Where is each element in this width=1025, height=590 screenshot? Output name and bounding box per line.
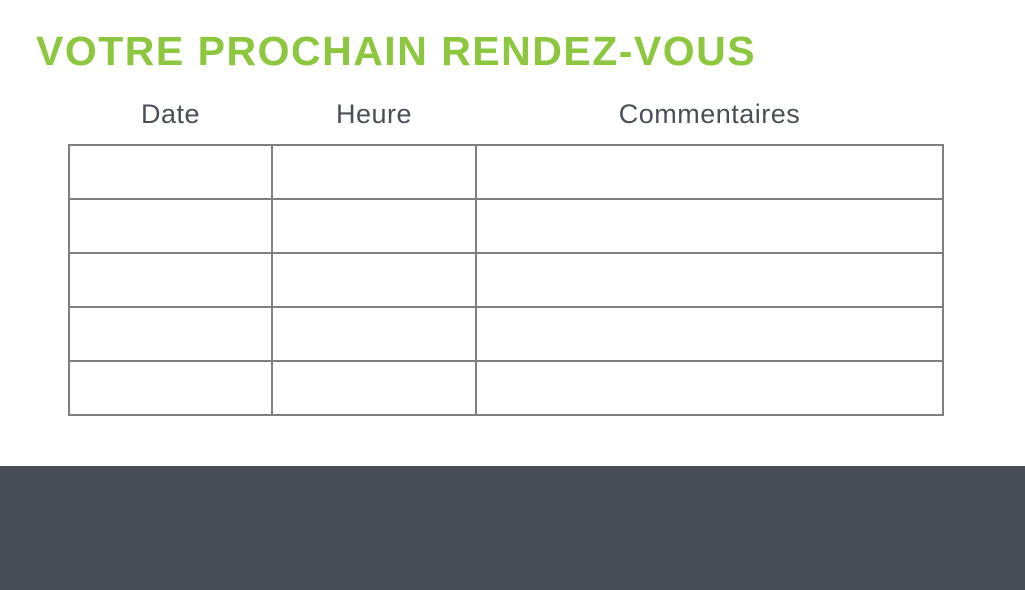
cell-date xyxy=(68,252,273,308)
column-header-commentaires: Commentaires xyxy=(618,99,801,129)
table-row xyxy=(68,252,944,308)
cell-commentaires xyxy=(475,198,944,254)
cell-commentaires xyxy=(475,252,944,308)
table-header-row: Date Heure Commentaires xyxy=(69,99,943,145)
cell-date xyxy=(68,198,273,254)
appointments-table: Date Heure Commentaires xyxy=(68,99,944,416)
table-row xyxy=(68,360,944,416)
cell-heure xyxy=(271,144,477,200)
cell-heure xyxy=(271,198,477,254)
column-header-date: Date xyxy=(140,99,201,129)
cell-heure xyxy=(271,252,477,308)
column-header-heure: Heure xyxy=(335,99,413,129)
cell-date xyxy=(68,144,273,200)
table-row xyxy=(68,306,944,362)
table-row xyxy=(68,198,944,254)
cell-commentaires xyxy=(475,360,944,416)
cell-date xyxy=(68,306,273,362)
table-row xyxy=(68,144,944,200)
cell-commentaires xyxy=(475,306,944,362)
footer-band xyxy=(0,466,1025,590)
page-title: VOTRE PROCHAIN RENDEZ-VOUS xyxy=(36,28,757,74)
cell-heure xyxy=(271,360,477,416)
cell-date xyxy=(68,360,273,416)
cell-heure xyxy=(271,306,477,362)
cell-commentaires xyxy=(475,144,944,200)
